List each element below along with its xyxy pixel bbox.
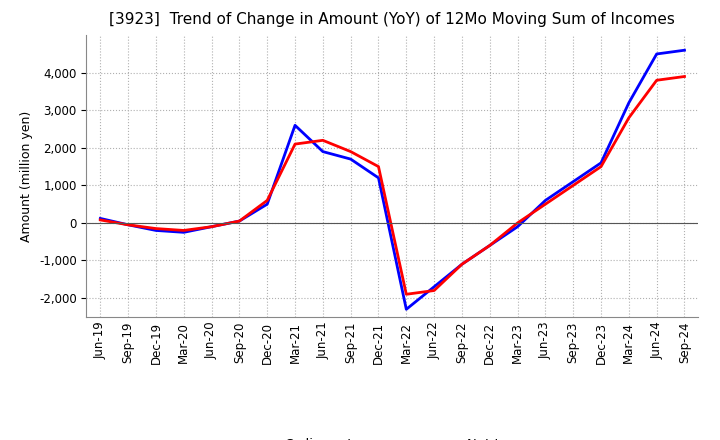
Ordinary Income bbox=[402, 307, 410, 312]
Ordinary Income bbox=[430, 284, 438, 290]
Title: [3923]  Trend of Change in Amount (YoY) of 12Mo Moving Sum of Incomes: [3923] Trend of Change in Amount (YoY) o… bbox=[109, 12, 675, 27]
Line: Net Income: Net Income bbox=[100, 77, 685, 294]
Ordinary Income bbox=[346, 157, 355, 162]
Net Income bbox=[179, 228, 188, 233]
Net Income bbox=[458, 262, 467, 267]
Ordinary Income bbox=[96, 216, 104, 221]
Net Income bbox=[235, 218, 243, 224]
Ordinary Income bbox=[291, 123, 300, 128]
Net Income bbox=[207, 224, 216, 229]
Net Income bbox=[541, 202, 550, 207]
Ordinary Income bbox=[624, 100, 633, 106]
Net Income bbox=[680, 74, 689, 79]
Ordinary Income bbox=[513, 224, 522, 229]
Ordinary Income bbox=[485, 243, 494, 248]
Line: Ordinary Income: Ordinary Income bbox=[100, 50, 685, 309]
Net Income bbox=[291, 141, 300, 147]
Net Income bbox=[624, 115, 633, 121]
Net Income bbox=[569, 183, 577, 188]
Ordinary Income bbox=[152, 228, 161, 233]
Ordinary Income bbox=[569, 179, 577, 184]
Ordinary Income bbox=[652, 51, 661, 57]
Ordinary Income bbox=[318, 149, 327, 154]
Ordinary Income bbox=[597, 160, 606, 165]
Ordinary Income bbox=[458, 262, 467, 267]
Net Income bbox=[430, 288, 438, 293]
Ordinary Income bbox=[235, 218, 243, 224]
Net Income bbox=[346, 149, 355, 154]
Net Income bbox=[152, 226, 161, 231]
Ordinary Income bbox=[374, 175, 383, 180]
Ordinary Income bbox=[263, 202, 271, 207]
Ordinary Income bbox=[124, 222, 132, 227]
Net Income bbox=[485, 243, 494, 248]
Net Income bbox=[402, 292, 410, 297]
Net Income bbox=[652, 77, 661, 83]
Net Income bbox=[513, 220, 522, 226]
Net Income bbox=[374, 164, 383, 169]
Net Income bbox=[263, 198, 271, 203]
Y-axis label: Amount (million yen): Amount (million yen) bbox=[20, 110, 33, 242]
Net Income bbox=[318, 138, 327, 143]
Ordinary Income bbox=[541, 198, 550, 203]
Legend: Ordinary Income, Net Income: Ordinary Income, Net Income bbox=[237, 433, 548, 440]
Ordinary Income bbox=[179, 230, 188, 235]
Net Income bbox=[124, 222, 132, 227]
Ordinary Income bbox=[680, 48, 689, 53]
Ordinary Income bbox=[207, 224, 216, 229]
Net Income bbox=[597, 164, 606, 169]
Net Income bbox=[96, 217, 104, 223]
